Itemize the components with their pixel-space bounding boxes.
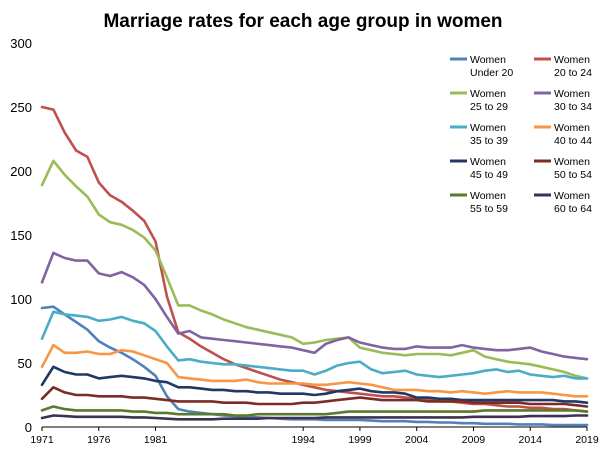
series-line-40-to-44 bbox=[40, 343, 589, 398]
chart-title: Marriage rates for each age group in wom… bbox=[103, 11, 502, 32]
series-line-50-to-54 bbox=[40, 385, 589, 408]
series-lines bbox=[40, 105, 589, 427]
axes: 0 50 100 150 200 250 300 1971 1976 1981 1994 1999 20… bbox=[10, 36, 599, 446]
series-line-35-to-39 bbox=[40, 310, 589, 380]
x-tick-label: 2019 bbox=[575, 434, 599, 446]
x-tick-label: 1981 bbox=[144, 434, 168, 446]
x-tick-label: 2004 bbox=[405, 434, 429, 446]
series-line-55-to-59 bbox=[40, 405, 589, 417]
legend-label-line2: 45 to 49 bbox=[470, 169, 508, 181]
y-tick-label: 150 bbox=[10, 228, 32, 243]
legend-label-line2: 35 to 39 bbox=[470, 135, 508, 147]
legend-label-line1: Women bbox=[470, 122, 506, 134]
legend-label-line1: Women bbox=[554, 156, 590, 168]
y-tick-label: 200 bbox=[10, 164, 32, 179]
legend-label-line2: 40 to 44 bbox=[554, 135, 592, 147]
legend-label-line2: Under 20 bbox=[470, 67, 513, 79]
x-tick-label: 1971 bbox=[30, 434, 54, 446]
x-tick-label: 2014 bbox=[519, 434, 543, 446]
legend-label-line2: 55 to 59 bbox=[470, 203, 508, 215]
series-line-25-to-29 bbox=[40, 159, 589, 380]
x-tick-label: 1994 bbox=[291, 434, 315, 446]
legend-label-line2: 50 to 54 bbox=[554, 169, 592, 181]
legend-label-line2: 30 to 34 bbox=[554, 101, 592, 113]
series-line-60-to-64 bbox=[40, 414, 589, 421]
legend-label-line1: Women bbox=[470, 54, 506, 66]
y-tick-label: 0 bbox=[25, 420, 32, 435]
series-line-20-to-24 bbox=[40, 105, 589, 413]
x-tick-label: 1976 bbox=[87, 434, 111, 446]
y-tick-label: 50 bbox=[18, 356, 32, 371]
series-line-45-to-49 bbox=[40, 365, 589, 405]
y-tick-label: 100 bbox=[10, 292, 32, 307]
y-tick-label: 250 bbox=[10, 100, 32, 115]
legend-label-line1: Women bbox=[470, 190, 506, 202]
legend-label-line1: Women bbox=[554, 190, 590, 202]
x-tick-label: 1999 bbox=[348, 434, 372, 446]
x-tick-label: 2009 bbox=[462, 434, 486, 446]
legend-label-line1: Women bbox=[554, 54, 590, 66]
legend-label-line2: 60 to 64 bbox=[554, 203, 592, 215]
legend-label-line2: 20 to 24 bbox=[554, 67, 592, 79]
legend-label-line1: Women bbox=[554, 122, 590, 134]
legend-label-line1: Women bbox=[554, 88, 590, 100]
series-line-30-to-34 bbox=[40, 251, 589, 361]
legend-label-line2: 25 to 29 bbox=[470, 101, 508, 113]
legend-label-line1: Women bbox=[470, 156, 506, 168]
y-tick-label: 300 bbox=[10, 36, 32, 51]
legend-label-line1: Women bbox=[470, 88, 506, 100]
